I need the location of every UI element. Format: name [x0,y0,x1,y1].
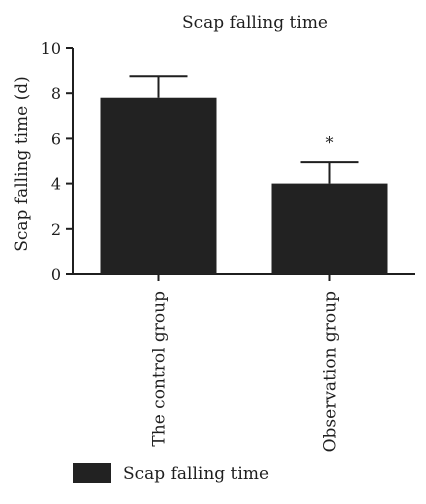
x-tick-label: Observation group [321,291,341,453]
plot-area: 0 2 4 6 8 10 The control group Observation grou… [41,39,415,452]
y-tick-label: 8 [51,84,61,103]
y-axis-label: Scap falling time (d) [12,76,32,252]
y-tick-label: 6 [51,129,61,148]
bar [100,97,217,274]
significance-marker: * [326,133,334,152]
x-tick-label: The control group [150,291,170,447]
legend: Scap falling time [73,463,269,484]
chart-title: Scap falling time [182,13,328,33]
bar [271,183,388,274]
y-tick-label: 2 [51,220,61,239]
y-tick-label: 4 [51,175,61,194]
y-tick-label: 10 [41,39,61,58]
y-tick-label: 0 [51,265,61,284]
legend-swatch [73,463,111,483]
legend-label: Scap falling time [123,464,269,484]
